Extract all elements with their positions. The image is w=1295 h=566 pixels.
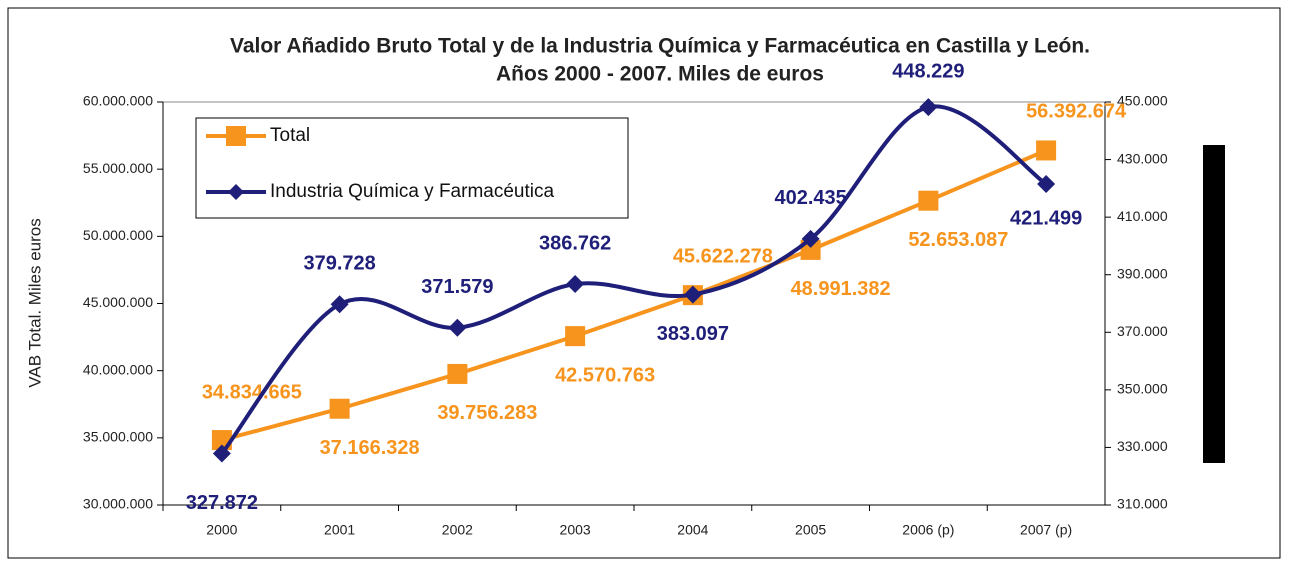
x-tick-label: 2001 xyxy=(324,522,355,538)
legend-box xyxy=(195,117,629,219)
data-label: 371.579 xyxy=(421,276,493,298)
legend-marker xyxy=(226,126,246,146)
legend-label: Industria Química y Farmacéutica xyxy=(270,181,554,202)
y-axis-label: VAB Total. Miles euros xyxy=(25,218,44,387)
data-label: 52.653.087 xyxy=(908,229,1008,251)
black-bar xyxy=(1203,145,1225,463)
data-label: 402.435 xyxy=(774,187,846,209)
marker xyxy=(919,98,938,117)
y2-tick-label: 350.000 xyxy=(1117,381,1168,397)
data-label: 48.991.382 xyxy=(791,278,891,300)
y-tick-label: 45.000.000 xyxy=(83,294,153,310)
data-label: 56.392.674 xyxy=(1026,101,1127,123)
legend-label: Total xyxy=(270,125,310,146)
marker xyxy=(1037,175,1056,194)
data-label: 448.229 xyxy=(892,60,964,82)
x-tick-label: 2004 xyxy=(677,522,708,538)
data-label: 383.097 xyxy=(657,323,729,345)
y-tick-label: 60.000.000 xyxy=(83,93,153,109)
data-label: 379.728 xyxy=(303,253,375,275)
marker xyxy=(566,275,585,294)
y-tick-label: 35.000.000 xyxy=(83,429,153,445)
x-tick-label: 2003 xyxy=(560,522,591,538)
marker xyxy=(801,229,820,248)
y2-tick-label: 370.000 xyxy=(1117,323,1168,339)
x-tick-label: 2006 (p) xyxy=(902,522,954,538)
data-label: 386.762 xyxy=(539,232,611,254)
data-label: 37.166.328 xyxy=(320,437,420,459)
chart-subtitle: Años 2000 - 2007. Miles de euros xyxy=(496,63,824,86)
y2-tick-label: 430.000 xyxy=(1117,150,1168,166)
y-tick-label: 55.000.000 xyxy=(83,160,153,176)
marker xyxy=(330,295,349,314)
x-tick-label: 2005 xyxy=(795,522,826,538)
data-label: 39.756.283 xyxy=(437,402,537,424)
data-label: 45.622.278 xyxy=(673,245,773,267)
x-tick-label: 2007 (p) xyxy=(1020,522,1072,538)
marker xyxy=(447,363,468,384)
marker xyxy=(918,190,939,211)
data-label: 34.834.665 xyxy=(202,381,302,403)
marker xyxy=(1036,140,1057,161)
y2-tick-label: 330.000 xyxy=(1117,438,1168,454)
y-tick-label: 30.000.000 xyxy=(83,496,153,512)
x-tick-label: 2002 xyxy=(442,522,473,538)
y2-tick-label: 390.000 xyxy=(1117,265,1168,281)
legend-marker xyxy=(228,184,244,200)
marker xyxy=(565,326,586,347)
marker xyxy=(683,285,702,304)
y2-tick-label: 310.000 xyxy=(1117,496,1168,512)
data-label: 327.872 xyxy=(186,492,258,514)
chart-frame xyxy=(7,7,1281,559)
series-line xyxy=(221,148,1047,442)
chart-title: Valor Añadido Bruto Total y de la Indust… xyxy=(230,35,1090,58)
marker xyxy=(329,398,350,419)
marker xyxy=(212,444,231,463)
marker xyxy=(448,318,467,337)
data-label: 421.499 xyxy=(1010,207,1082,229)
x-tick-label: 2000 xyxy=(206,522,237,538)
y-tick-label: 50.000.000 xyxy=(83,227,153,243)
y2-tick-label: 410.000 xyxy=(1117,208,1168,224)
y2-tick-label: 450.000 xyxy=(1117,93,1168,109)
data-label: 42.570.763 xyxy=(555,364,655,386)
y-tick-label: 40.000.000 xyxy=(83,361,153,377)
